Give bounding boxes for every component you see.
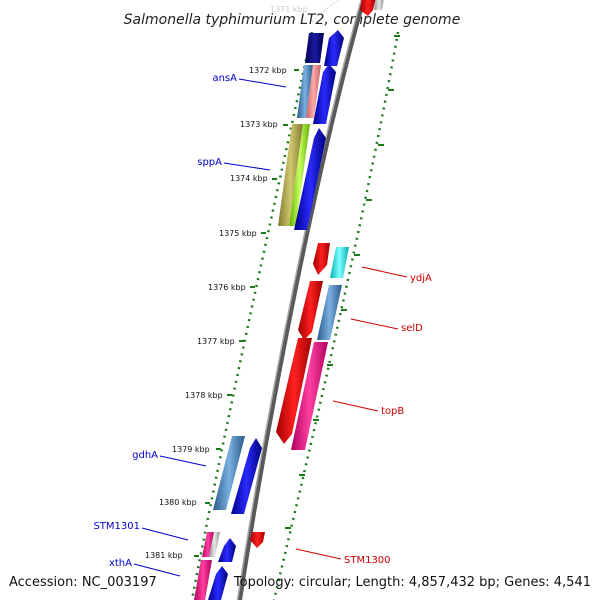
leader-line-selD bbox=[350, 318, 399, 330]
gene-xthA[interactable] bbox=[194, 560, 212, 600]
cds-forward[interactable] bbox=[313, 64, 336, 124]
tick-label: 1375 kbp bbox=[219, 229, 257, 238]
gene-feature[interactable] bbox=[305, 33, 324, 63]
outer-tick-ring bbox=[272, 31, 400, 600]
cds-reverse[interactable] bbox=[298, 281, 323, 340]
leader-line-xthA bbox=[133, 563, 181, 577]
tick-label: 1372 kbp bbox=[249, 66, 287, 75]
cds-reverse[interactable] bbox=[313, 243, 330, 275]
gene-gdhA[interactable] bbox=[213, 436, 245, 510]
gene-label-STM1300: STM1300 bbox=[344, 555, 391, 566]
leader-line-STM1301 bbox=[141, 527, 189, 541]
tick-label: 1379 kbp bbox=[172, 445, 210, 454]
tick-label: 1374 kbp bbox=[230, 174, 268, 183]
gene-STM1300[interactable] bbox=[250, 532, 265, 548]
gene-label-gdhA: gdhA bbox=[132, 450, 158, 461]
cds-reverse[interactable] bbox=[276, 338, 312, 444]
leader-line-gdhA bbox=[159, 455, 207, 467]
top-faint-arc bbox=[311, 0, 341, 23]
cds-forward[interactable] bbox=[231, 438, 262, 514]
gene-STM1301[interactable] bbox=[202, 532, 214, 557]
gene-selD[interactable] bbox=[317, 285, 342, 340]
topology-text: Topology: circular; Length: 4,857,432 bp… bbox=[233, 575, 591, 590]
leader-line-ansA bbox=[238, 78, 287, 88]
major-ticks bbox=[194, 69, 299, 557]
cds-forward[interactable] bbox=[208, 566, 228, 600]
gene-topB[interactable] bbox=[291, 342, 328, 450]
gene-label-topB: topB bbox=[381, 406, 404, 417]
cds-forward[interactable] bbox=[294, 128, 326, 230]
gene-label-STM1301: STM1301 bbox=[93, 521, 140, 532]
gene-label-ydjA: ydjA bbox=[410, 273, 432, 284]
tick-label: 1377 kbp bbox=[197, 337, 235, 346]
gene-label-sppA: sppA bbox=[197, 157, 222, 168]
leader-line-STM1300 bbox=[295, 548, 342, 560]
cds-reverse[interactable] bbox=[360, 0, 376, 16]
gene-sppA-partner[interactable] bbox=[289, 124, 310, 226]
leader-line-topB bbox=[332, 400, 379, 412]
tick-label: 1381 kbp bbox=[145, 551, 183, 560]
gene-sppA[interactable] bbox=[278, 124, 303, 226]
gene-STM1301-partner[interactable] bbox=[209, 532, 220, 557]
tick-label: 1373 kbp bbox=[240, 120, 278, 129]
accession-text: Accession: NC_003197 bbox=[9, 575, 157, 590]
map-title: Salmonella typhimurium LT2, complete gen… bbox=[124, 12, 461, 28]
gene-ansA[interactable] bbox=[297, 65, 313, 118]
gene-label-ansA: ansA bbox=[212, 73, 237, 84]
gene-label-selD: selD bbox=[401, 323, 423, 334]
gene-feature[interactable] bbox=[374, 0, 384, 10]
tick-label: 1376 kbp bbox=[208, 283, 246, 292]
tick-label: 1378 kbp bbox=[185, 391, 223, 400]
tick-label-faint: 1371 kbp bbox=[270, 5, 308, 14]
gene-ydjA[interactable] bbox=[330, 247, 349, 278]
cds-forward[interactable] bbox=[324, 30, 344, 66]
gene-ansA-partner[interactable] bbox=[306, 65, 321, 118]
genome-backbone bbox=[237, 0, 366, 600]
gene-label-xthA: xthA bbox=[109, 558, 132, 569]
outer-ticks bbox=[285, 35, 400, 529]
cds-forward[interactable] bbox=[218, 538, 236, 562]
leader-line-ydjA bbox=[361, 266, 408, 278]
leader-line-sppA bbox=[223, 162, 271, 171]
genome-backbone-highlight bbox=[236, 0, 362, 600]
tick-label: 1380 kbp bbox=[159, 498, 197, 507]
